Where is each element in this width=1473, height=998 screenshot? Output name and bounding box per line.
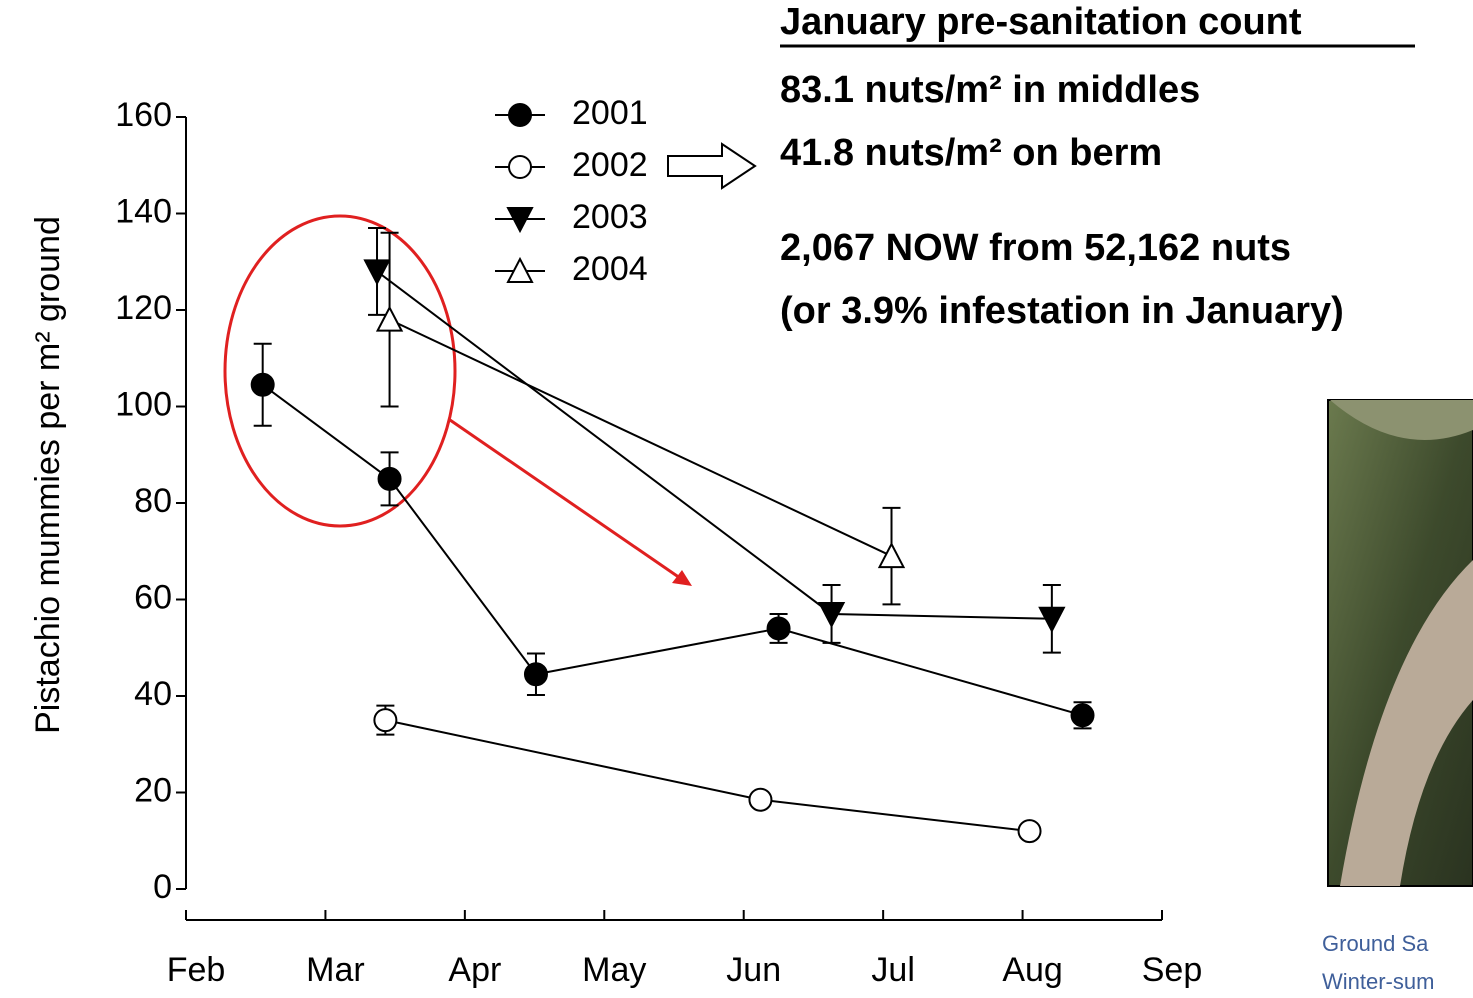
red-arrow [449, 418, 681, 580]
marker [250, 372, 275, 397]
legend-label: 2002 [572, 146, 648, 184]
marker [817, 601, 846, 629]
y-tick-label: 20 [134, 771, 172, 809]
y-tick-label: 60 [134, 578, 172, 616]
y-tick-label: 120 [115, 289, 172, 327]
y-tick-label: 0 [153, 868, 172, 906]
legend-marker [508, 103, 532, 127]
annotation-line: 2,067 NOW from 52,162 nuts [780, 227, 1291, 269]
marker [377, 466, 402, 491]
y-tick-label: 100 [115, 385, 172, 423]
legend-marker [506, 256, 534, 283]
annotation-line: 83.1 nuts/m² in middles [780, 69, 1200, 111]
photo-caption: Winter-sum [1322, 969, 1434, 994]
red-arrow-head [672, 570, 692, 586]
photo-caption: Ground Sa [1322, 931, 1429, 956]
annotation-line: (or 3.9% infestation in January) [780, 290, 1344, 332]
x-tick-label: Aug [1002, 951, 1063, 989]
marker [1038, 606, 1066, 633]
x-tick-label: Mar [306, 951, 365, 989]
series-line [385, 719, 1030, 833]
marker [1017, 819, 1042, 844]
legend-marker [506, 207, 534, 234]
annotation-line: 41.8 nuts/m² on berm [780, 132, 1162, 174]
series-line [389, 318, 892, 557]
marker [523, 662, 548, 687]
legend-label: 2004 [572, 250, 648, 288]
legend-marker [508, 155, 532, 179]
legend-label: 2001 [572, 94, 648, 132]
x-tick-label: Jun [726, 951, 781, 989]
marker [373, 708, 398, 733]
x-tick-label: Feb [167, 951, 226, 989]
marker [877, 541, 906, 569]
x-tick-label: Sep [1142, 951, 1203, 989]
y-tick-label: 160 [115, 96, 172, 134]
marker [748, 787, 773, 812]
legend-label: 2003 [572, 198, 648, 236]
highlight-ellipse [223, 214, 457, 528]
series-line [262, 383, 1083, 717]
marker [363, 259, 391, 286]
y-tick-label: 140 [115, 192, 172, 230]
annotation-title: January pre-sanitation count [780, 1, 1302, 43]
photo [1327, 399, 1473, 887]
y-tick-label: 80 [134, 482, 172, 520]
marker [375, 305, 404, 332]
marker [766, 616, 791, 641]
x-tick-label: Apr [448, 951, 501, 989]
x-tick-label: May [582, 951, 646, 989]
hollow-arrow [667, 142, 757, 190]
marker [1070, 703, 1095, 728]
y-axis-label: Pistachio mummies per m² ground [29, 216, 67, 734]
y-tick-label: 40 [134, 675, 172, 713]
x-tick-label: Jul [871, 951, 914, 989]
